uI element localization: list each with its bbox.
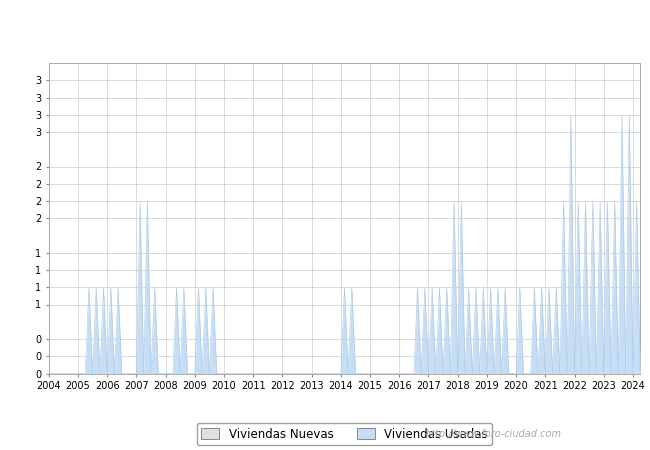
Text: http://www.foro-ciudad.com: http://www.foro-ciudad.com [426,429,562,439]
Text: Plou - Evolucion del Nº de Transacciones Inmobiliarias: Plou - Evolucion del Nº de Transacciones… [101,12,549,27]
Legend: Viviendas Nuevas, Viviendas Usadas: Viviendas Nuevas, Viviendas Usadas [197,423,492,445]
